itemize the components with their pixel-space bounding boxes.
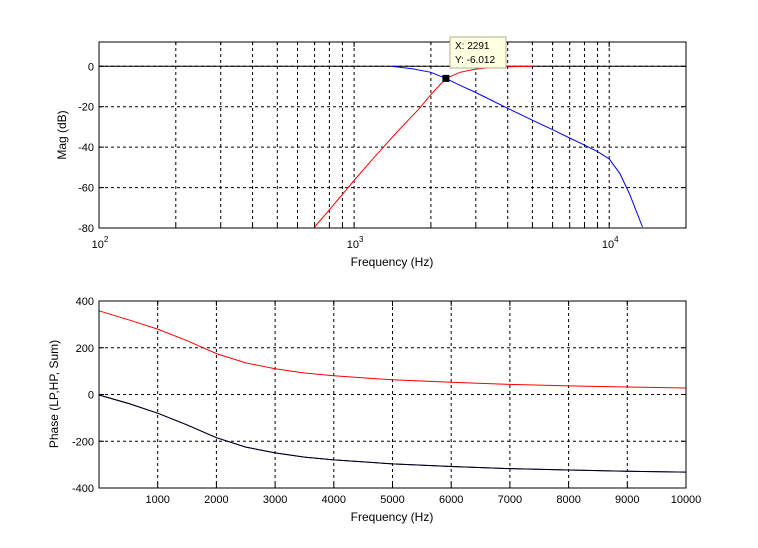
phase-x-tick-label: 4000 — [322, 494, 346, 506]
phase-x-tick-label: 3000 — [263, 494, 287, 506]
phase-lines — [98, 310, 687, 473]
mag-x-tick-label: 102 — [92, 235, 109, 251]
phase-x-tick-label: 7000 — [498, 494, 522, 506]
phase-x-tick-label: 10000 — [671, 494, 702, 506]
phase-plot[interactable]: -400 -200 0 200 400 1000 2000 3000 4000 5000 6000… — [47, 296, 701, 524]
mag-y-tick-label: 0 — [88, 61, 94, 73]
phase-y-tick-label: 0 — [88, 390, 94, 402]
phase-y-tick-label: -200 — [72, 436, 94, 448]
phase-series-line-2 — [98, 394, 687, 473]
mag-y-tick-label: -40 — [78, 142, 94, 154]
mag-x-tick-label: 104 — [602, 235, 619, 251]
mag-y-tick-label: -80 — [78, 223, 94, 235]
data-tip[interactable]: X: 2291 Y: -6.012 — [442, 36, 507, 82]
phase-y-tick-label: 200 — [76, 343, 94, 355]
magnitude-grid — [99, 42, 686, 228]
mag-x-tick-label: 103 — [347, 235, 364, 251]
magnitude-axes-border — [98, 41, 687, 229]
phase-x-tick-label: 9000 — [615, 494, 639, 506]
phase-x-axis-label: Frequency (Hz) — [351, 510, 434, 524]
magnitude-plot[interactable]: -80 -60 -40 -20 0 102 103 104 Frequency (Hz) M… — [55, 36, 687, 269]
mag-series-line-1 — [391, 65, 643, 228]
phase-x-tick-label: 6000 — [439, 494, 463, 506]
phase-series-line-0 — [98, 310, 687, 389]
magnitude-y-axis-label: Mag (dB) — [55, 110, 69, 159]
mag-y-tick-label: -60 — [78, 183, 94, 195]
mag-y-tick-label: -20 — [78, 102, 94, 114]
phase-axes-border — [98, 300, 687, 489]
magnitude-y-tick-labels: -80 -60 -40 -20 0 — [78, 61, 94, 235]
phase-x-tick-label: 8000 — [556, 494, 580, 506]
magnitude-x-tick-labels: 102 103 104 — [92, 235, 619, 251]
phase-y-tick-labels: -400 -200 0 200 400 — [72, 296, 94, 495]
data-tip-y-value: Y: -6.012 — [455, 55, 495, 66]
data-tip-marker[interactable] — [442, 74, 450, 82]
phase-y-axis-label: Phase (LP,HP, Sum) — [47, 340, 61, 448]
magnitude-axes-box — [99, 42, 686, 228]
phase-x-tick-label: 1000 — [145, 494, 169, 506]
data-tip-x-value: X: 2291 — [455, 41, 490, 52]
phase-y-tick-label: 400 — [76, 296, 94, 308]
phase-x-tick-label: 5000 — [380, 494, 404, 506]
magnitude-x-axis-label: Frequency (Hz) — [351, 255, 434, 269]
phase-x-tick-labels: 1000 2000 3000 4000 5000 6000 7000 8000 9000 1000… — [145, 494, 701, 506]
phase-grid — [99, 301, 686, 488]
phase-x-tick-label: 2000 — [204, 494, 228, 506]
data-tip-box — [449, 36, 507, 69]
phase-y-tick-label: -400 — [72, 483, 94, 495]
